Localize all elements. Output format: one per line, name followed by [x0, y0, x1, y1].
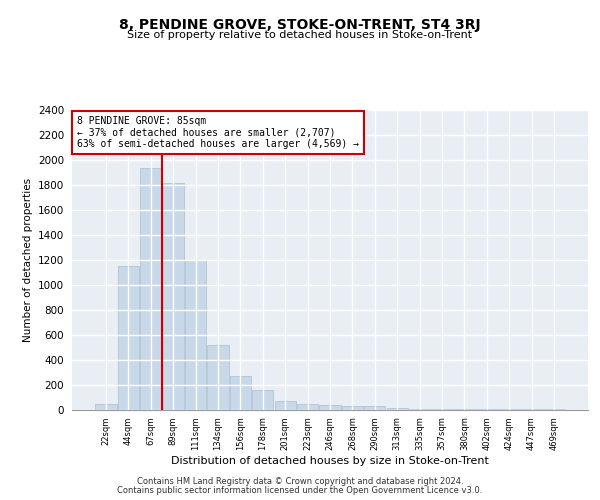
Bar [342, 406, 363, 410]
X-axis label: Distribution of detached houses by size in Stoke-on-Trent: Distribution of detached houses by size … [171, 456, 489, 466]
Bar [140, 168, 161, 410]
Bar [297, 404, 318, 410]
Text: Contains HM Land Registry data © Crown copyright and database right 2024.: Contains HM Land Registry data © Crown c… [137, 477, 463, 486]
Bar [208, 345, 229, 410]
Bar [364, 406, 385, 410]
Bar [185, 260, 206, 410]
Bar [230, 376, 251, 410]
Bar [409, 409, 430, 410]
Bar [252, 390, 274, 410]
Bar [476, 409, 497, 410]
Bar [118, 266, 139, 410]
Text: 8, PENDINE GROVE, STOKE-ON-TRENT, ST4 3RJ: 8, PENDINE GROVE, STOKE-ON-TRENT, ST4 3R… [119, 18, 481, 32]
Bar [319, 405, 341, 410]
Text: Size of property relative to detached houses in Stoke-on-Trent: Size of property relative to detached ho… [127, 30, 473, 40]
Text: Contains public sector information licensed under the Open Government Licence v3: Contains public sector information licen… [118, 486, 482, 495]
Bar [275, 400, 296, 410]
Bar [95, 404, 117, 410]
Bar [431, 409, 452, 410]
Bar [163, 182, 184, 410]
Bar [386, 408, 408, 410]
Y-axis label: Number of detached properties: Number of detached properties [23, 178, 32, 342]
Text: 8 PENDINE GROVE: 85sqm
← 37% of detached houses are smaller (2,707)
63% of semi-: 8 PENDINE GROVE: 85sqm ← 37% of detached… [77, 116, 359, 149]
